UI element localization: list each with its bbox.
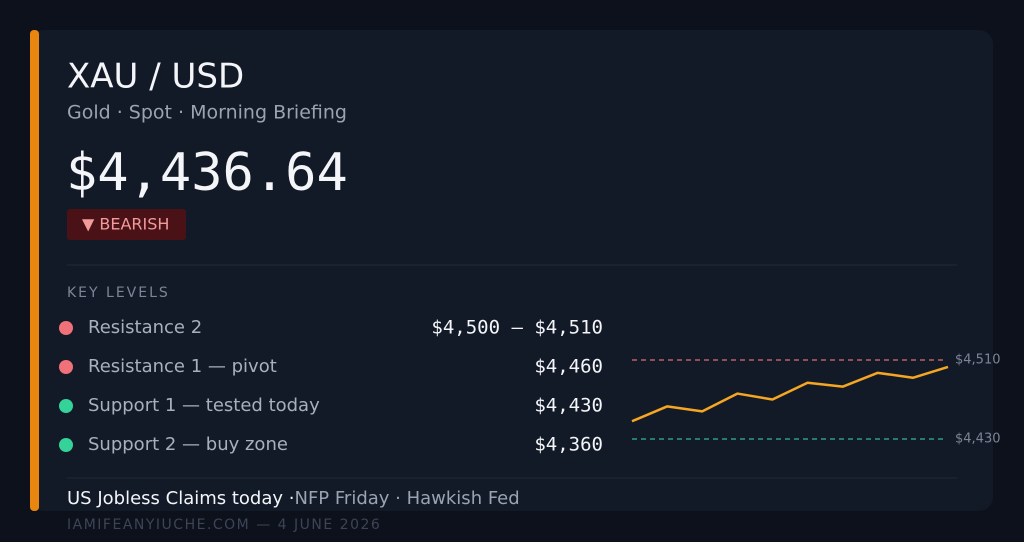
level-label: Support 2 — buy zone [88, 434, 288, 455]
level-value: $4,360 [534, 434, 603, 456]
section-title: KEY LEVELS [67, 285, 170, 301]
level-dot [59, 360, 73, 374]
level-label: Resistance 1 — pivot [88, 356, 277, 377]
reference-label: $4,510 [955, 353, 1001, 368]
title: XAU / USD [67, 57, 244, 97]
level-dot [59, 438, 73, 452]
level-dot [59, 399, 73, 413]
badge: ▼ BEARISH [82, 215, 169, 234]
sparkline [631, 365, 949, 423]
accent-bar [30, 30, 39, 511]
footer-highlight: US Jobless Claims today · [67, 488, 294, 509]
card [30, 30, 993, 511]
price: $4,436.64 [66, 143, 348, 203]
level-value: $4,500 – $4,510 [431, 317, 603, 339]
level-value: $4,430 [534, 395, 603, 417]
badge-bg [67, 209, 186, 240]
subtitle: Gold · Spot · Morning Briefing [67, 102, 347, 124]
footer: US Jobless Claims today ·NFP Friday · Ha… [67, 488, 520, 509]
level-value: $4,460 [534, 356, 603, 378]
level-label: Resistance 2 [88, 317, 202, 338]
credit: IAMIFEANYIUCHE.COM — 4 JUNE 2026 [67, 517, 381, 533]
reference-label: $4,430 [955, 432, 1001, 447]
footer-rest: NFP Friday · Hawkish Fed [294, 488, 519, 509]
level-dot [59, 321, 73, 335]
level-label: Support 1 — tested today [88, 395, 320, 416]
